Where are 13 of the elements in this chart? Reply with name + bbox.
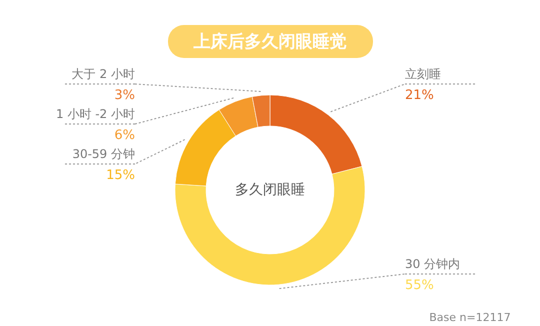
text: 多久闭眼睡 [235,182,305,198]
data-label: 3% [114,88,135,103]
data-label: 15% [106,168,135,183]
slice-label: 30 分钟内 [405,257,460,271]
text: Base n=12117 [429,311,511,324]
slice-label: 立刻睡 [405,67,441,81]
slice-label: 大于 2 小时 [72,67,135,81]
chart-title: 上床后多久闭眼睡觉 [168,25,372,58]
slice-label: 30-59 分钟 [72,147,135,161]
slice-label: 1 小时 -2 小时 [56,107,135,121]
data-label: 55% [405,278,434,293]
data-label: 21% [405,88,434,103]
data-label: 6% [114,128,135,143]
